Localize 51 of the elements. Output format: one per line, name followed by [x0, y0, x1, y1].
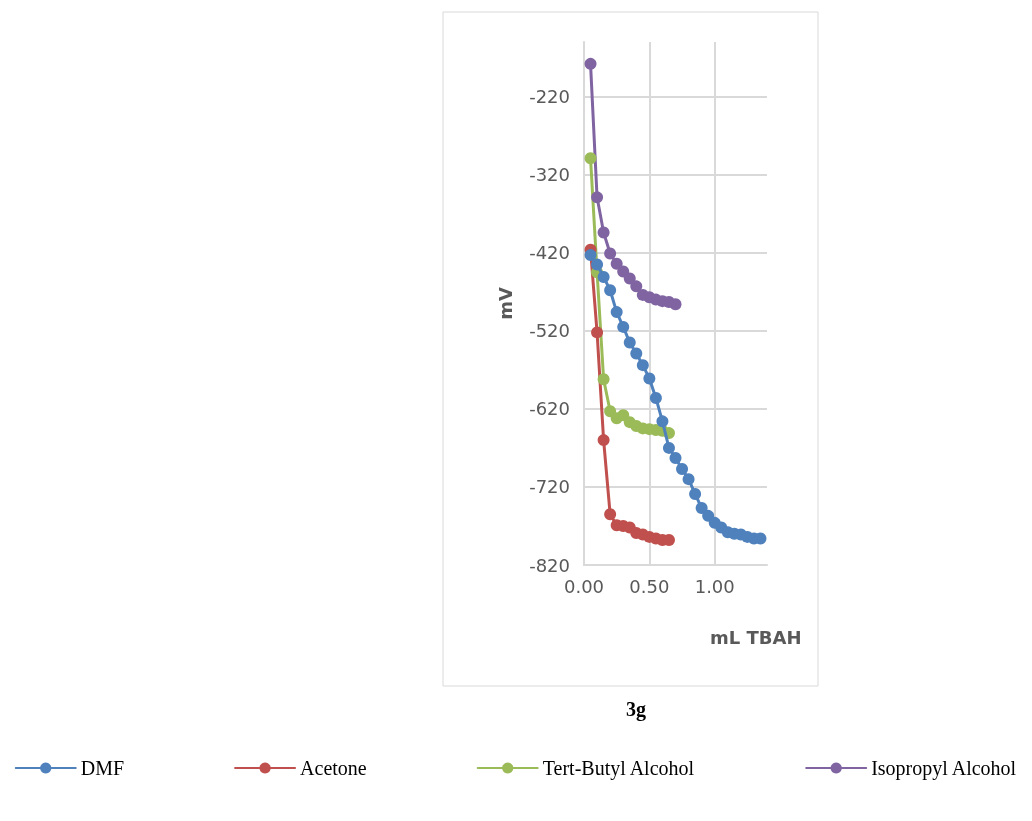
- text: 3g: [626, 698, 646, 721]
- point: [597, 270, 610, 283]
- y-tick-label: -320: [529, 164, 570, 186]
- point: [604, 284, 617, 297]
- point: [623, 272, 636, 285]
- point: [584, 152, 597, 165]
- point: [702, 509, 715, 522]
- point: [643, 372, 656, 385]
- legend-label: Isopropyl Alcohol: [871, 757, 1017, 780]
- point: [610, 257, 623, 270]
- point: [597, 373, 610, 386]
- point: [617, 409, 630, 422]
- point: [630, 280, 643, 293]
- point: [682, 473, 695, 486]
- point: [591, 326, 604, 339]
- point: [604, 405, 617, 418]
- x-tick-label: 1.00: [694, 575, 735, 597]
- point: [669, 452, 682, 465]
- legend-label: DMF: [80, 757, 125, 779]
- point: [695, 502, 708, 515]
- x-tick-label: 0.00: [563, 575, 605, 597]
- legend-label: Acetone: [300, 757, 367, 779]
- y-tick-label: -420: [529, 242, 570, 264]
- point: [649, 391, 662, 404]
- point: [604, 247, 617, 260]
- point: [584, 249, 597, 262]
- y-tick-label: -220: [529, 86, 570, 108]
- y-tick-label: -620: [529, 398, 570, 420]
- y-tick-label: -820: [529, 554, 570, 576]
- point: [630, 347, 643, 360]
- point: [669, 298, 682, 311]
- y-axis-title: mV: [494, 287, 516, 320]
- point: [689, 487, 702, 500]
- point: [591, 258, 604, 271]
- y-tick-label: -520: [529, 320, 570, 342]
- point: [604, 508, 617, 521]
- point: [623, 336, 636, 349]
- point: [610, 306, 623, 319]
- point: [617, 320, 630, 333]
- point: [591, 191, 604, 204]
- point: [636, 359, 649, 372]
- legend-label: Tert-Butyl Alcohol: [542, 757, 695, 780]
- point: [662, 441, 675, 454]
- x-axis-title: mL TBAH: [710, 626, 802, 648]
- point: [584, 57, 597, 70]
- point: [597, 226, 610, 239]
- point: [597, 434, 610, 447]
- point: [676, 462, 689, 475]
- x-tick-label: 0.50: [629, 575, 670, 597]
- y-tick-label: -720: [529, 476, 570, 498]
- point: [656, 415, 669, 428]
